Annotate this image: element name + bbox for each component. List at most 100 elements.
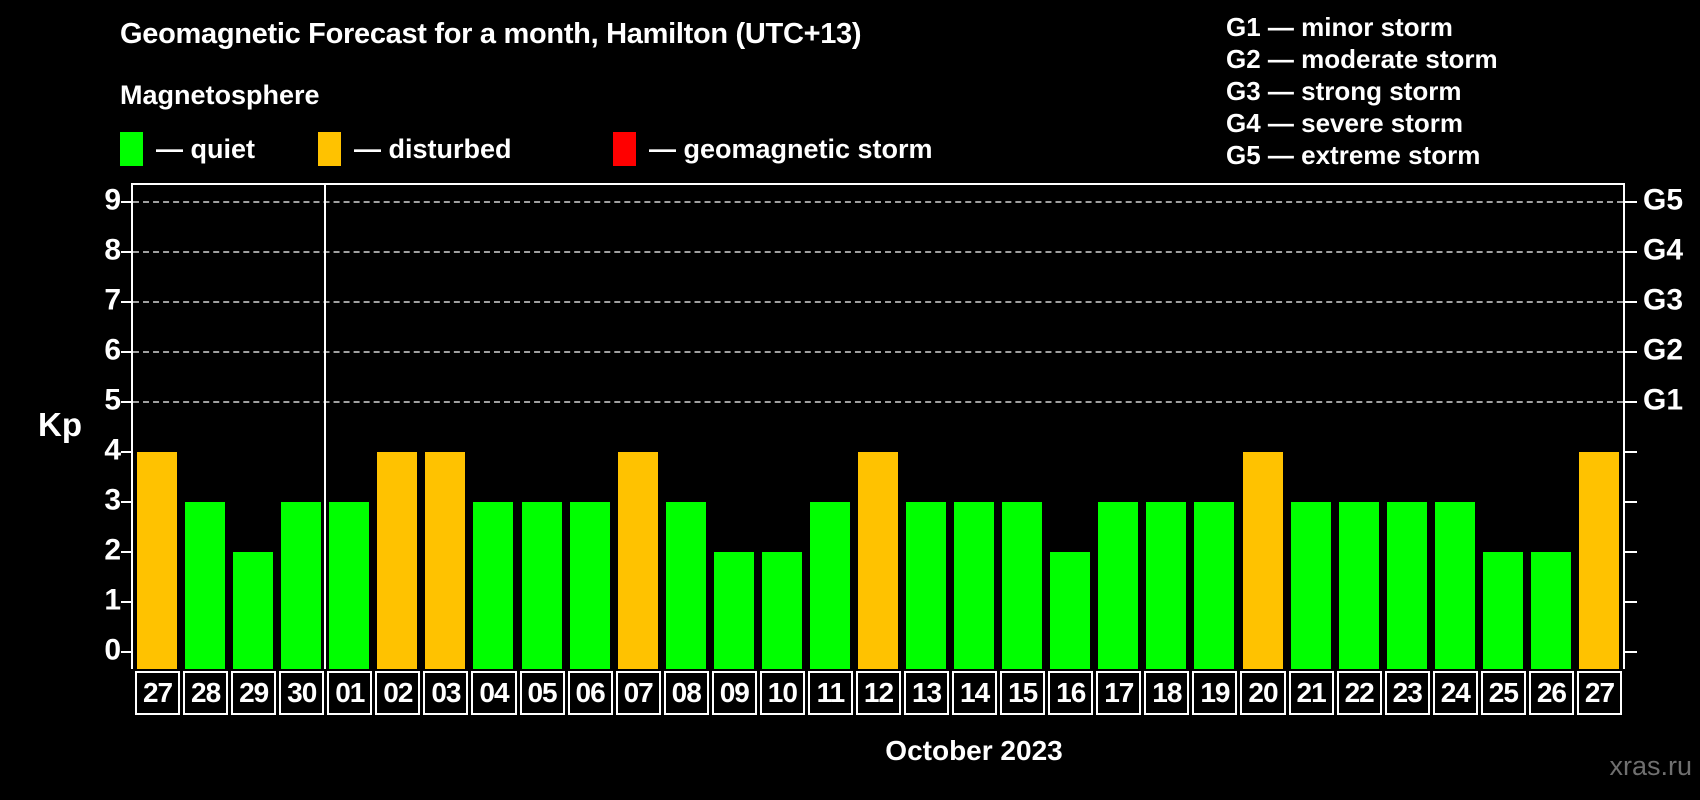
y-tick-label-2: 2 xyxy=(104,533,121,567)
kp-bar-day-19 xyxy=(1194,502,1235,669)
y-axis-label: Kp xyxy=(38,406,82,443)
y-tick-left-6 xyxy=(121,351,131,353)
kp-bar-day-06 xyxy=(569,502,610,669)
gridline-kp6 xyxy=(133,351,1623,353)
y-tick-right-3 xyxy=(1625,501,1637,503)
kp-bar-day-27 xyxy=(1578,452,1619,669)
y-tick-right-8 xyxy=(1625,251,1637,253)
y-tick-right-4 xyxy=(1625,451,1637,453)
day-label-cell-sep-30: 30 xyxy=(279,671,325,715)
kp-bar-day-08 xyxy=(665,502,706,669)
day-label-cell-oct-24: 24 xyxy=(1432,671,1478,715)
y-tick-left-2 xyxy=(121,551,131,553)
kp-bar-day-11 xyxy=(809,502,850,669)
legend-item-quiet: — quiet xyxy=(120,131,255,167)
y-tick-left-8 xyxy=(121,251,131,253)
kp-bar-day-15 xyxy=(1002,502,1043,669)
y-tick-left-1 xyxy=(121,601,131,603)
day-label-cell-oct-05: 05 xyxy=(519,671,565,715)
g-legend-line-g4: G4 — severe storm xyxy=(1226,108,1464,138)
kp-bar-day-20 xyxy=(1242,452,1283,669)
day-label-cell-oct-15: 15 xyxy=(1000,671,1046,715)
day-label-cell-oct-09: 09 xyxy=(711,671,757,715)
day-label-cell-oct-03: 03 xyxy=(423,671,469,715)
watermark: xras.ru xyxy=(1609,751,1692,781)
legend-label-quiet: — quiet xyxy=(156,133,255,164)
y-tick-right-7 xyxy=(1625,301,1637,303)
day-label-cell-oct-27: 27 xyxy=(1576,671,1622,715)
kp-bar-day-09 xyxy=(713,552,754,669)
y-tick-right-0 xyxy=(1625,651,1637,653)
y-tick-label-9: 9 xyxy=(104,183,121,217)
y-tick-label-5: 5 xyxy=(104,383,121,417)
day-label-cell-oct-06: 06 xyxy=(567,671,613,715)
kp-bar-day-16 xyxy=(1050,552,1091,669)
kp-bar-day-28 xyxy=(185,502,226,669)
kp-bar-day-30 xyxy=(281,502,322,669)
magnetosphere-label: Magnetosphere xyxy=(120,80,320,110)
g-legend-line-g3: G3 — strong storm xyxy=(1226,76,1462,106)
storm-color-swatch xyxy=(613,132,636,166)
y-tick-left-0 xyxy=(121,651,131,653)
y-tick-left-7 xyxy=(121,301,131,303)
kp-bar-day-12 xyxy=(858,452,898,669)
kp-bar-day-07 xyxy=(617,452,658,669)
day-label-cell-oct-21: 21 xyxy=(1288,671,1334,715)
x-axis-day-row: 27 28 29 30 01 02 03 04 05 06 07 08 09 10 11 12 13 14 15 16… xyxy=(133,671,1623,715)
kp-bar-day-02 xyxy=(377,452,418,669)
kp-bar-day-10 xyxy=(761,552,802,669)
gridline-kp5 xyxy=(133,401,1623,403)
kp-bar-day-04 xyxy=(473,502,514,669)
day-label-cell-oct-16: 16 xyxy=(1048,671,1094,715)
y-tick-left-4 xyxy=(121,451,131,453)
day-label-cell-oct-18: 18 xyxy=(1144,671,1190,715)
day-label-cell-oct-22: 22 xyxy=(1336,671,1382,715)
day-label-cell-oct-13: 13 xyxy=(904,671,950,715)
gridline-kp7 xyxy=(133,301,1623,303)
day-label-cell-oct-23: 23 xyxy=(1384,671,1430,715)
kp-bar-day-01 xyxy=(329,502,370,669)
y-tick-right-5 xyxy=(1625,401,1637,403)
right-axis-label-g1: G1 xyxy=(1643,383,1684,417)
day-label-cell-oct-04: 04 xyxy=(471,671,517,715)
day-label-cell-oct-14: 14 xyxy=(952,671,998,715)
kp-bar-day-03 xyxy=(425,452,466,669)
g-legend-line-g2: G2 — moderate storm xyxy=(1226,44,1498,74)
y-tick-right-1 xyxy=(1625,601,1637,603)
month-divider-line xyxy=(324,185,327,669)
day-label-cell-sep-27: 27 xyxy=(135,671,181,715)
day-label-cell-oct-01: 01 xyxy=(327,671,373,715)
kp-bar-day-14 xyxy=(954,502,995,669)
kp-bar-day-26 xyxy=(1530,552,1571,669)
kp-bar-day-13 xyxy=(906,502,947,669)
day-label-cell-sep-28: 28 xyxy=(183,671,229,715)
right-axis-label-g5: G5 xyxy=(1643,183,1684,217)
day-label-cell-oct-19: 19 xyxy=(1192,671,1238,715)
gridline-kp9 xyxy=(133,201,1623,203)
kp-bar-day-25 xyxy=(1482,552,1523,669)
day-label-cell-oct-02: 02 xyxy=(375,671,421,715)
day-label-cell-oct-08: 08 xyxy=(663,671,709,715)
y-tick-right-2 xyxy=(1625,551,1637,553)
right-axis-label-g2: G2 xyxy=(1643,333,1684,367)
kp-bar-day-29 xyxy=(233,552,274,669)
legend-label-storm: — geomagnetic storm xyxy=(649,133,933,164)
gridline-kp8 xyxy=(133,251,1623,253)
y-tick-label-1: 1 xyxy=(104,583,121,617)
y-tick-right-9 xyxy=(1625,201,1637,203)
kp-bar-day-24 xyxy=(1434,502,1475,669)
day-label-cell-oct-25: 25 xyxy=(1480,671,1526,715)
y-tick-left-5 xyxy=(121,401,131,403)
day-label-cell-sep-29: 29 xyxy=(231,671,277,715)
y-tick-label-0: 0 xyxy=(104,633,121,667)
g-scale-legend: G1 — minor storm G2 — moderate storm G3 … xyxy=(1226,11,1498,171)
chart-title: Geomagnetic Forecast for a month, Hamilt… xyxy=(120,18,862,50)
kp-bar-day-27 xyxy=(137,452,178,669)
y-tick-left-9 xyxy=(121,201,131,203)
day-label-cell-oct-07: 07 xyxy=(615,671,661,715)
day-label-cell-oct-11: 11 xyxy=(807,671,853,715)
disturbed-color-swatch xyxy=(318,132,341,166)
g-legend-line-g5: G5 — extreme storm xyxy=(1226,140,1481,170)
kp-bar-day-21 xyxy=(1290,502,1331,669)
y-tick-label-7: 7 xyxy=(104,283,121,317)
